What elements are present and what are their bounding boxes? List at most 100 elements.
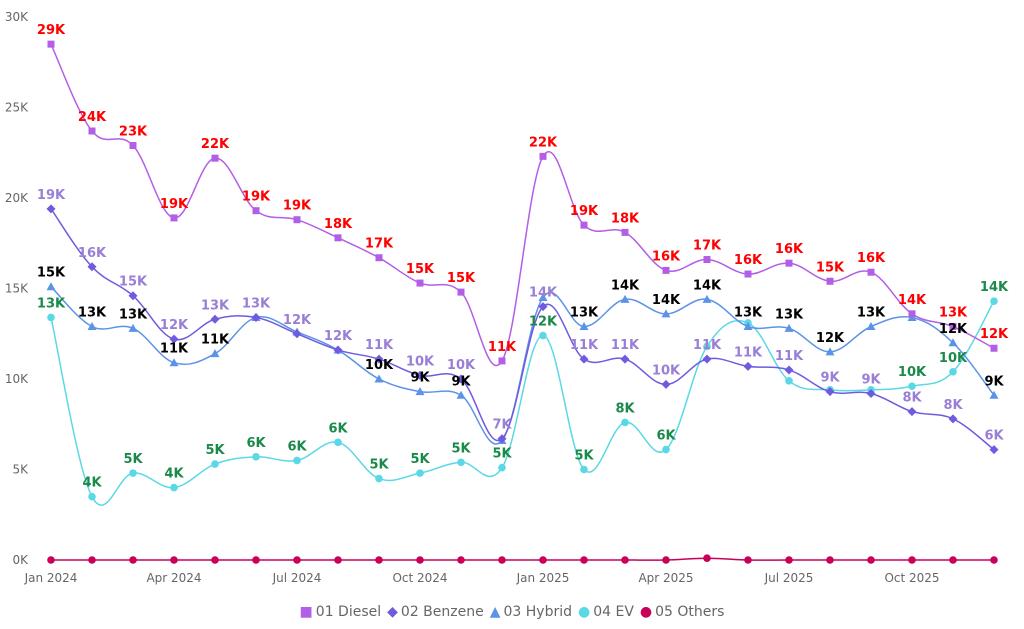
data-label-ev: 4K (82, 476, 102, 491)
data-point-diesel (211, 154, 219, 162)
data-point-benzene (989, 445, 999, 455)
data-label-hybrid: 12K (939, 322, 968, 337)
data-label-diesel: 16K (652, 249, 681, 264)
data-point-benzene (661, 379, 671, 389)
data-point-diesel (539, 152, 547, 160)
x-tick-label: Jul 2025 (764, 571, 814, 585)
data-point-benzene (538, 302, 548, 312)
data-label-benzene: 12K (324, 329, 353, 344)
data-label-diesel: 15K (816, 260, 845, 275)
data-point-ev (539, 331, 547, 340)
x-tick-label: Oct 2024 (392, 571, 447, 585)
data-label-ev: 13K (37, 296, 66, 311)
data-point-others (334, 556, 342, 564)
data-label-hybrid: 12K (816, 331, 845, 346)
data-point-benzene (620, 354, 630, 364)
data-point-benzene (497, 434, 507, 444)
data-point-hybrid (825, 347, 835, 356)
data-point-hybrid (210, 349, 220, 358)
data-point-hybrid (620, 294, 630, 303)
data-point-hybrid (661, 309, 671, 318)
data-point-benzene (128, 291, 138, 301)
data-point-ev (908, 382, 916, 391)
data-label-diesel: 16K (775, 242, 804, 257)
data-point-ev (88, 492, 96, 501)
data-label-hybrid: 13K (78, 306, 107, 321)
data-point-ev (703, 342, 711, 351)
data-label-benzene: 14K (529, 286, 558, 301)
data-label-diesel: 18K (324, 217, 353, 232)
data-point-hybrid (374, 374, 384, 383)
data-label-diesel: 17K (693, 239, 722, 254)
data-point-ev (211, 460, 219, 468)
data-point-ev (662, 445, 670, 454)
data-label-ev: 14K (980, 280, 1009, 295)
data-point-diesel (457, 288, 465, 296)
data-label-diesel: 19K (570, 204, 599, 219)
triangle-marker-icon: ▲ (489, 604, 501, 620)
data-label-benzene: 11K (570, 338, 599, 353)
data-point-diesel (703, 256, 711, 264)
data-label-ev: 5K (205, 443, 225, 458)
data-point-benzene (292, 329, 302, 339)
data-label-benzene: 11K (365, 338, 394, 353)
legend-label: 05 Others (655, 604, 725, 620)
data-label-ev: 6K (246, 436, 266, 451)
data-label-diesel: 29K (37, 23, 66, 38)
legend-item-ev[interactable]: ● 04 EV (578, 604, 634, 620)
data-label-ev: 5K (123, 452, 143, 467)
data-label-diesel: 18K (611, 211, 640, 226)
data-label-benzene: 8K (943, 398, 963, 413)
legend-item-benzene[interactable]: ◆ 02 Benzene (387, 604, 484, 620)
data-label-hybrid: 14K (611, 278, 640, 293)
data-label-benzene: 12K (160, 318, 189, 333)
chart-canvas: 0K 5K 10K 15K 20K 25K 30K Jan 2024 Apr 2024 Jul 2… (5, 10, 1009, 585)
data-label-diesel: 24K (78, 110, 107, 125)
data-point-ev (47, 313, 55, 322)
data-point-others (744, 556, 752, 564)
data-point-others (47, 556, 55, 564)
legend-item-diesel[interactable]: ■ 01 Diesel (300, 604, 382, 620)
data-label-ev: 6K (287, 439, 307, 454)
data-label-ev: 6K (328, 421, 348, 436)
data-point-others (375, 556, 383, 564)
data-label-hybrid: 13K (734, 306, 763, 321)
y-tick-label: 20K (5, 191, 29, 205)
data-label-benzene: 10K (447, 358, 476, 373)
data-point-others (785, 556, 793, 564)
data-label-benzene: 7K (492, 418, 512, 433)
data-point-others (88, 556, 96, 564)
x-tick-label: Oct 2025 (884, 571, 939, 585)
data-point-others (949, 556, 957, 564)
data-point-hybrid (46, 282, 56, 291)
data-label-hybrid: 13K (775, 307, 804, 322)
x-tick-label: Apr 2025 (638, 571, 693, 585)
data-point-others (539, 556, 547, 564)
data-label-diesel: 16K (734, 253, 763, 268)
data-point-ev (293, 456, 301, 465)
legend-item-hybrid[interactable]: ▲ 03 Hybrid (490, 604, 572, 620)
data-point-others (293, 556, 301, 564)
data-point-ev (580, 465, 588, 474)
legend-item-others[interactable]: ● 05 Others (640, 604, 725, 620)
y-tick-label: 25K (5, 101, 29, 115)
data-label-hybrid: 14K (652, 293, 681, 308)
legend: ■ 01 Diesel ◆ 02 Benzene ▲ 03 Hybrid ● 04 EV ● 05… (0, 604, 1024, 620)
data-label-diesel: 22K (201, 137, 230, 152)
data-label-ev: 5K (492, 447, 512, 462)
data-point-ev (416, 469, 424, 477)
data-point-diesel (293, 216, 301, 224)
circle-marker-icon: ● (578, 604, 591, 620)
data-label-diesel: 23K (119, 125, 148, 140)
data-point-others (703, 554, 711, 562)
data-label-benzene: 11K (775, 349, 804, 364)
data-point-hybrid (579, 322, 589, 331)
data-point-others (908, 556, 916, 564)
square-marker-icon: ■ (299, 604, 313, 620)
data-point-others (867, 556, 875, 564)
data-point-others (129, 556, 137, 564)
data-point-diesel (129, 142, 137, 150)
data-point-benzene (251, 312, 261, 322)
data-point-diesel (580, 221, 588, 229)
data-label-hybrid: 14K (693, 278, 722, 293)
